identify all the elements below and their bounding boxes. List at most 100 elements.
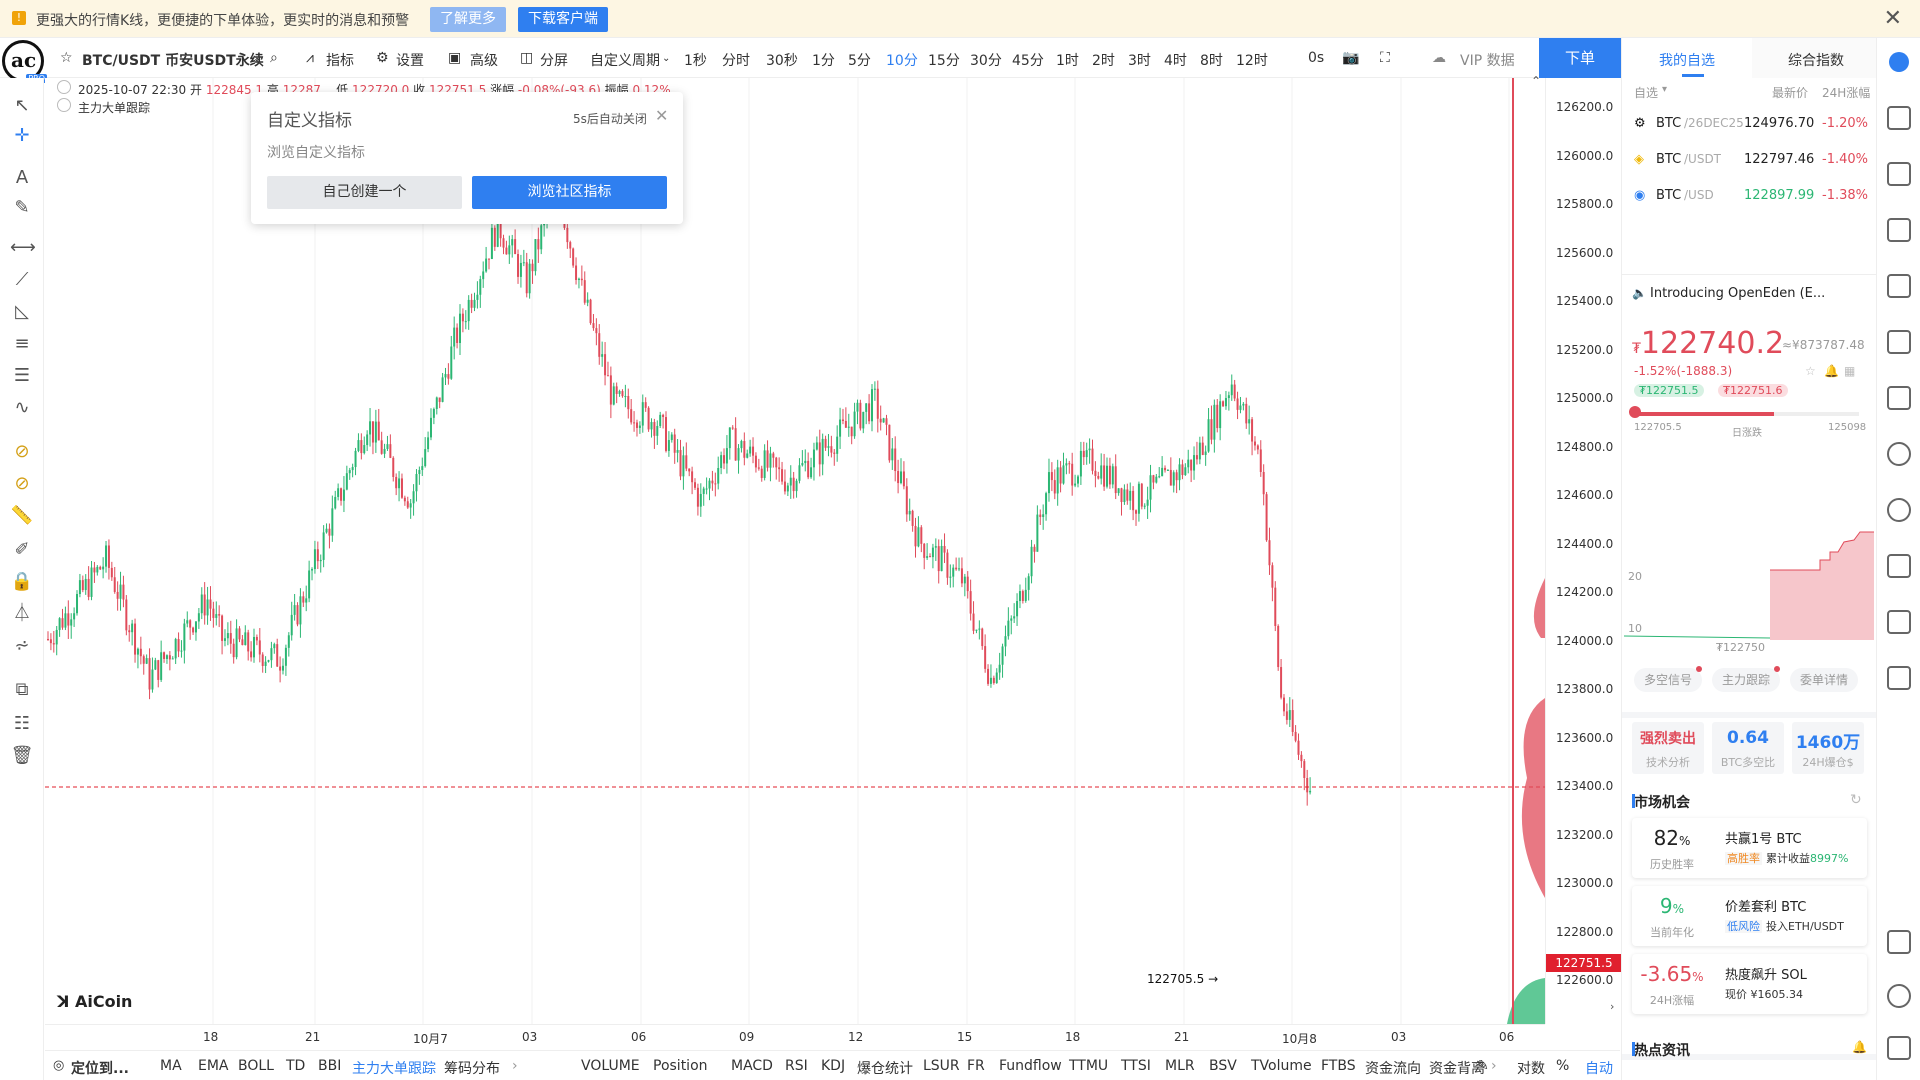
indicator-2[interactable]: BOLL [238,1058,274,1074]
chevron-right-icon[interactable]: › [1491,1058,1497,1074]
locate-button[interactable]: 定位到... [71,1061,129,1077]
watchlist-row[interactable]: ◉ BTC/USD 122897.99 -1.38% [1634,188,1868,208]
price-axis[interactable]: 126200.0 126000.0 125800.0 125600.0 125400.0… [1545,78,1622,1024]
sub-indicator-6[interactable]: LSUR [923,1058,960,1074]
toggle-eye-icon[interactable] [57,80,71,94]
collapse-icon[interactable]: ⌃ [1531,74,1542,88]
period-14[interactable]: 12时 [1236,53,1268,69]
period-5[interactable]: 10分 [886,53,918,69]
period-0[interactable]: 1秒 [684,53,707,69]
wave-icon[interactable]: ∿ [14,397,30,418]
scroll-right-icon[interactable]: › [1610,1000,1615,1013]
sub-indicator-5[interactable]: 爆仓统计 [857,1061,913,1077]
camera-icon[interactable]: 📷 [1342,50,1360,66]
advanced-button[interactable]: 高级 [470,53,498,69]
download-client-button[interactable]: 下载客户端 [518,7,608,32]
horizontal-line-icon[interactable]: ⟷ [10,237,36,258]
tab-my-watchlist[interactable]: 我的自选 [1659,53,1715,69]
settings-button[interactable]: 设置 [396,53,424,69]
trade-icon[interactable] [1887,162,1911,186]
filter-icon[interactable]: ⏃ [13,603,31,624]
sub-indicator-14[interactable]: FTBS [1321,1058,1356,1074]
sub-tab-1[interactable]: 主力跟踪 [1712,668,1780,692]
stat-card[interactable]: 0.64 BTC多空比 [1712,722,1784,774]
period-10[interactable]: 2时 [1092,53,1115,69]
pattern-alt-icon[interactable]: ⊘ [14,473,30,494]
time-axis[interactable]: 18 21 10月7 03 06 09 12 15 18 21 10月8 03 06 [45,1024,1545,1050]
indicator-4[interactable]: BBI [318,1058,342,1074]
trash-icon[interactable]: 🗑 [10,745,34,766]
tab-composite-index[interactable]: 综合指数 [1788,53,1844,69]
opportunity-card[interactable]: -3.65% 24H涨幅 热度飙升 SOL 现价 ¥1605.34 [1632,954,1867,1014]
lock-icon[interactable]: 🔒 [10,571,34,592]
sub-indicator-1[interactable]: Position [653,1058,708,1074]
period-8[interactable]: 45分 [1012,53,1044,69]
sub-indicator-12[interactable]: BSV [1209,1058,1237,1074]
browse-community-button[interactable]: 浏览社区指标 [472,176,667,209]
period-7[interactable]: 30分 [970,53,1002,69]
period-6[interactable]: 15分 [928,53,960,69]
sub-indicator-11[interactable]: MLR [1165,1058,1195,1074]
depth-chart[interactable]: 20 10 ₮122750 [1624,530,1874,680]
create-indicator-button[interactable]: 自己创建一个 [267,176,462,209]
period-4[interactable]: 5分 [848,53,871,69]
grid-icon[interactable]: ▦ [1844,364,1856,378]
parallel-lines-icon[interactable]: ≡ [14,333,30,354]
edit-icon[interactable]: ✎ [1477,1058,1489,1074]
sub-indicator-2[interactable]: MACD [731,1058,773,1074]
period-11[interactable]: 3时 [1128,53,1151,69]
chevron-right-icon[interactable]: › [512,1058,518,1074]
sub-indicator-8[interactable]: Fundflow [999,1058,1062,1074]
learn-more-button[interactable]: 了解更多 [430,7,506,32]
star-icon[interactable]: ☆ [60,50,73,66]
toggle-eye-icon[interactable] [57,98,71,112]
fullscreen-icon[interactable]: ⛶ [1380,50,1390,66]
measure-icon[interactable]: ⩫ [14,635,30,656]
vip-data-button[interactable]: VIP 数据 [1460,53,1515,69]
watchlist-icon[interactable] [1887,106,1911,130]
crosshair-icon[interactable]: ✛ [14,125,30,146]
brush-icon[interactable]: ✎ [14,197,30,218]
watchlist-group[interactable]: 自选 [1634,86,1659,100]
split-screen-button[interactable]: 分屏 [540,53,568,69]
close-icon[interactable]: ✕ [1883,6,1902,31]
place-order-button[interactable]: 下单 [1539,38,1621,78]
news-icon[interactable] [1887,218,1911,242]
stat-card[interactable]: 强烈卖出 技术分析 [1632,722,1704,774]
cursor-icon[interactable]: ↖ [14,95,30,116]
bell-icon[interactable]: 🔔 [1852,1040,1867,1054]
stat-card[interactable]: 1460万 24H爆仓$ [1792,722,1864,774]
news-ticker[interactable]: Introducing OpenEden (E... [1650,286,1826,301]
custom-period-dropdown[interactable]: 自定义周期 [590,53,660,69]
clock-icon[interactable] [1887,442,1911,466]
bell-icon[interactable]: 🔔 [1824,364,1839,378]
period-12[interactable]: 4时 [1164,53,1187,69]
sub-indicator-3[interactable]: RSI [785,1058,808,1074]
magnet-icon[interactable]: ✐ [14,539,30,560]
fib-icon[interactable]: ☰ [13,365,31,386]
sub-tab-0[interactable]: 多空信号 [1634,668,1702,692]
indicator-0[interactable]: MA [160,1058,182,1074]
close-icon[interactable]: ✕ [655,106,669,125]
trend-line-icon[interactable]: ⟋ [15,269,29,290]
watchlist-row[interactable]: ⚙ BTC/26DEC25 124976.70 -1.20% [1634,116,1868,136]
period-13[interactable]: 8时 [1200,53,1223,69]
compass-icon[interactable] [1887,498,1911,522]
favorite-star-icon[interactable]: ☆ [1805,364,1816,378]
sub-indicator-13[interactable]: TVolume [1251,1058,1312,1074]
bar-chart-icon[interactable] [1887,330,1911,354]
percent-toggle[interactable]: % [1556,1058,1570,1074]
log-scale-toggle[interactable]: 对数 [1517,1061,1545,1077]
sub-indicator-15[interactable]: 资金流向 [1365,1061,1421,1077]
document-icon[interactable] [1887,274,1911,298]
sub-indicator-16[interactable]: 资金背离 [1429,1061,1485,1077]
sub-indicator-7[interactable]: FR [967,1058,985,1074]
sub-tab-2[interactable]: 委单详情 [1790,668,1858,692]
opportunity-card[interactable]: 9% 当前年化 价差套利 BTC 低风险 投入ETH/USDT [1632,886,1867,946]
period-9[interactable]: 1时 [1056,53,1079,69]
pattern-icon[interactable]: ⊘ [14,441,30,462]
layers-icon[interactable]: ⧉ [15,679,29,700]
add-page-icon[interactable] [1887,386,1911,410]
ruler-icon[interactable]: 📏 [10,505,34,526]
app-icon[interactable] [1889,52,1909,72]
